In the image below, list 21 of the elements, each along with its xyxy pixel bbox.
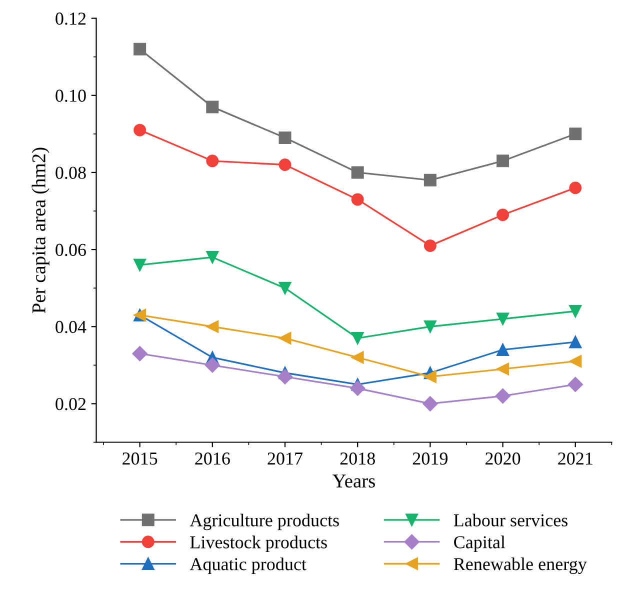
x-tick-label: 2018 (340, 452, 375, 465)
y-tick-label: 0.06 (56, 244, 86, 256)
y-axis-title: Per capita area (hm2) (32, 148, 50, 314)
y-tick-label: 0.10 (56, 90, 86, 102)
y-tick-label: 0.04 (56, 320, 86, 334)
x-tick-label: 2021 (558, 452, 592, 465)
x-tick-label: 2016 (195, 452, 230, 465)
y-tick-label: 0.08 (56, 166, 86, 179)
x-axis-title: Years (332, 474, 375, 488)
legend-label: Labour services (454, 514, 568, 526)
legend-label: Renewable energy (454, 558, 587, 574)
x-tick-label: 2020 (486, 452, 520, 465)
legend-label: Agriculture products (190, 514, 339, 530)
y-tick-label: 0.02 (56, 398, 86, 410)
legend-label: Aquatic product (190, 558, 306, 574)
x-tick-label: 2015 (122, 452, 158, 465)
x-tick-label: 2017 (268, 452, 303, 465)
legend-label: Capital (454, 536, 506, 552)
y-tick-label: 0.12 (56, 12, 86, 25)
x-tick-label: 2019 (412, 452, 448, 465)
legend-label: Livestock products (190, 536, 327, 552)
